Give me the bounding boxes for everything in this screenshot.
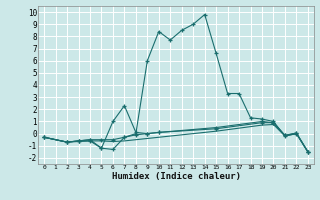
X-axis label: Humidex (Indice chaleur): Humidex (Indice chaleur) — [111, 172, 241, 181]
